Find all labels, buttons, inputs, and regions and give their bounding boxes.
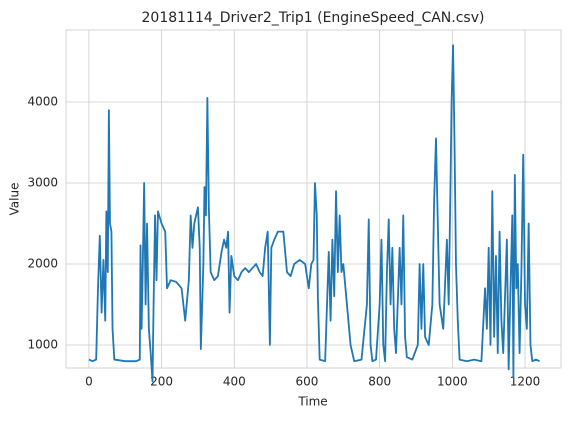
x-tick-label: 1200 (510, 375, 541, 389)
x-tick-label: 0 (85, 375, 93, 389)
x-tick-label: 1000 (437, 375, 468, 389)
data-line (88, 44, 540, 383)
chart-title: 20181114_Driver2_Trip1 (EngineSpeed_CAN.… (142, 10, 485, 26)
y-axis-label: Value (8, 183, 22, 216)
x-tick-label: 800 (368, 375, 391, 389)
y-tick-label: 4000 (27, 95, 58, 109)
y-tick-label: 1000 (27, 337, 58, 351)
y-tick-label: 3000 (27, 176, 58, 190)
x-tick-label: 400 (223, 375, 246, 389)
y-tick-label: 2000 (27, 257, 58, 271)
x-axis-label: Time (297, 395, 327, 409)
x-tick-label: 600 (296, 375, 319, 389)
x-tick-label: 200 (150, 375, 173, 389)
